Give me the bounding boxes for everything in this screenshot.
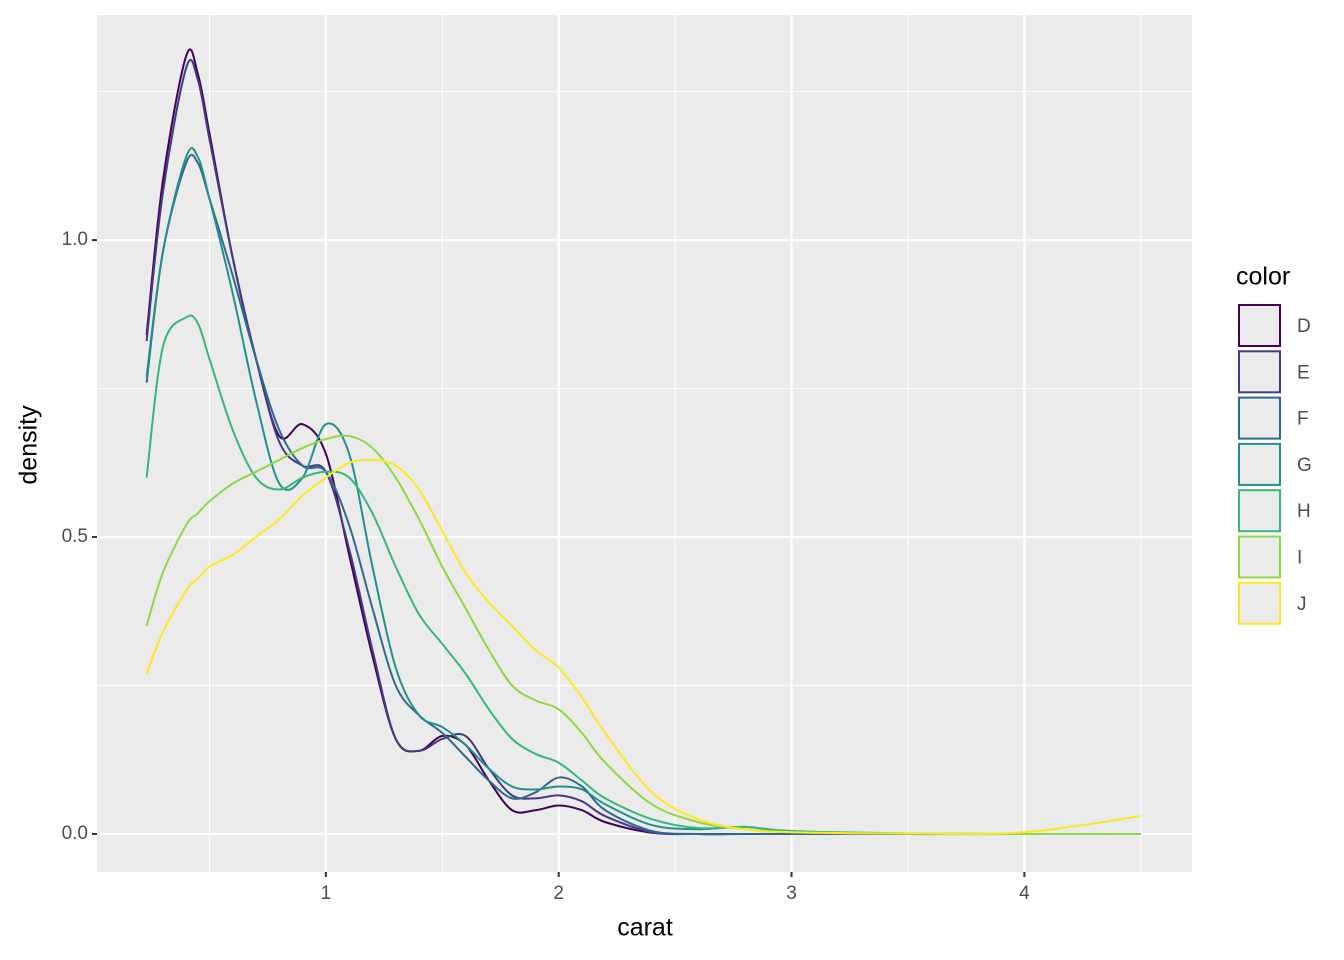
legend-key [1238,350,1281,394]
legend-label: G [1297,455,1312,476]
legend-label: H [1297,501,1311,522]
panel [97,15,1192,872]
x-tick-label: 3 [786,883,797,904]
y-tick-label: 0.5 [62,526,88,547]
density-line [145,314,1141,836]
grid [97,15,1192,872]
legend-label: I [1297,548,1302,569]
density-line [145,153,1141,836]
x-tick-label: 1 [321,883,332,904]
legend-key [1238,489,1281,533]
legend-label: J [1297,594,1307,615]
legend-key [1238,442,1281,486]
legend-title: color [1236,263,1290,291]
y-tick-label: 1.0 [62,229,88,250]
x-tick-label: 2 [553,883,564,904]
density-line [145,458,1141,835]
legend-key [1238,304,1281,347]
x-tick-label: 4 [1019,883,1030,904]
legend-key [1238,396,1281,440]
legend-label: F [1297,409,1309,430]
legend-key [1238,581,1281,625]
x-axis-label: carat [617,914,673,942]
legend-key [1238,535,1281,579]
y-axis-label: density [15,405,43,485]
legend-label: E [1297,362,1310,383]
legend-label: D [1297,316,1311,337]
y-tick-label: 0.0 [62,823,88,844]
lines [145,48,1141,836]
